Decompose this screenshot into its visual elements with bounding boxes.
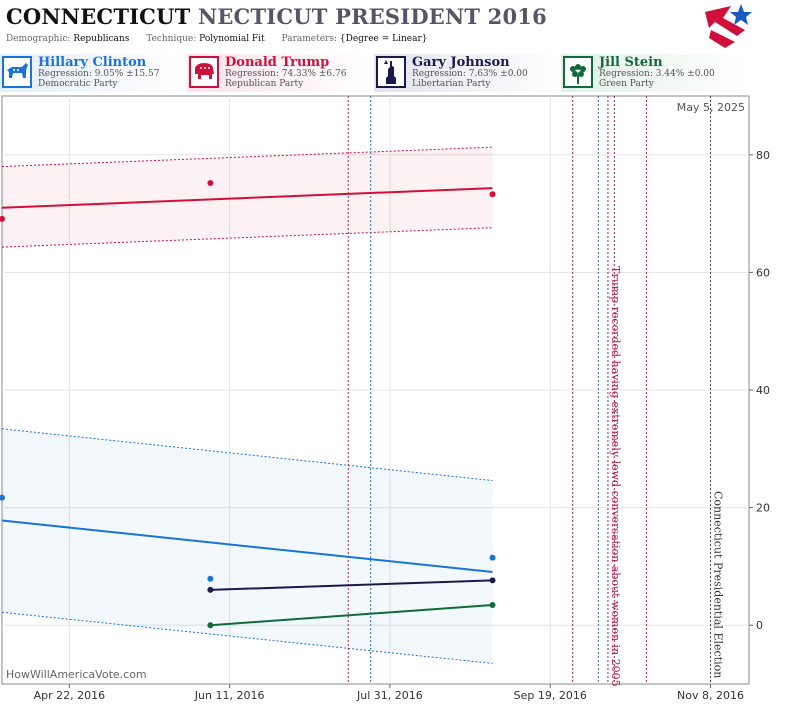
- x-tick-label: Apr 22, 2016: [34, 689, 106, 702]
- legend-name: Donald Trump: [225, 55, 330, 70]
- data-point: [489, 554, 496, 561]
- legend-name: Hillary Clinton: [38, 55, 147, 70]
- watermark: HowWillAmericaVote.com: [6, 668, 147, 681]
- header: CONNECTICUT NECTICUT PRESIDENT 2016 Demo…: [0, 0, 789, 52]
- liberty-statue-icon: [376, 56, 406, 88]
- y-tick-label: 80: [756, 149, 770, 162]
- data-point: [0, 494, 5, 501]
- elephant-icon: [189, 56, 219, 88]
- legend-item-johnson[interactable]: Gary Johnson Regression: 7.63% ±0.00 Lib…: [374, 54, 560, 92]
- y-tick-label: 40: [756, 384, 770, 397]
- demographic-key: Demographic:: [6, 34, 71, 44]
- fit-line: [1, 187, 493, 209]
- data-point: [489, 577, 496, 584]
- fit-line: [1, 519, 493, 573]
- legend-party: Democratic Party: [38, 79, 118, 89]
- band-upper-line: [1, 146, 493, 168]
- event-label: Trump recorded having extremely lewd con…: [609, 266, 622, 687]
- parameters-key: Parameters:: [281, 34, 337, 44]
- title-rest: NECTICUT PRESIDENT 2016: [197, 4, 547, 29]
- fit-line: [210, 603, 493, 627]
- y-tick-label: 20: [756, 502, 770, 515]
- chart-parameters: Demographic: Republicans Technique: Poly…: [6, 34, 442, 44]
- data-point: [489, 191, 496, 198]
- x-tick-label: Jun 11, 2016: [194, 689, 265, 702]
- legend-regression: Regression: 74.33% ±6.76: [225, 69, 347, 79]
- donkey-icon: [2, 56, 32, 88]
- event-label: Connecticut Presidential Election: [712, 491, 725, 678]
- legend-regression: Regression: 7.63% ±0.00: [412, 69, 528, 79]
- data-point: [207, 180, 214, 187]
- demographic-value: Republicans: [73, 34, 130, 44]
- date-stamp: May 5, 2025: [676, 101, 745, 114]
- data-point: [489, 601, 496, 608]
- legend-party: Republican Party: [225, 79, 304, 89]
- flower-icon: [563, 56, 593, 88]
- site-logo-icon[interactable]: [701, 2, 753, 50]
- legend-item-clinton[interactable]: Hillary Clinton Regression: 9.05% ±15.57…: [0, 54, 186, 92]
- y-tick-label: 0: [756, 619, 763, 632]
- legend: Hillary Clinton Regression: 9.05% ±15.57…: [0, 54, 789, 92]
- parameters-value: {Degree = Linear}: [339, 34, 428, 44]
- legend-party: Green Party: [599, 79, 654, 89]
- technique-value: Polynomial Fit: [199, 34, 265, 44]
- legend-item-stein[interactable]: Jill Stein Regression: 3.44% ±0.00 Green…: [561, 54, 747, 92]
- page-title: CONNECTICUT NECTICUT PRESIDENT 2016: [6, 4, 547, 29]
- title-state: CONNECTICUT: [6, 4, 191, 29]
- legend-item-trump[interactable]: Donald Trump Regression: 74.33% ±6.76 Re…: [187, 54, 373, 92]
- data-point: [207, 575, 214, 582]
- x-tick-label: Nov 8, 2016: [677, 689, 744, 702]
- legend-name: Jill Stein: [599, 55, 663, 70]
- legend-regression: Regression: 9.05% ±15.57: [38, 69, 160, 79]
- technique-key: Technique:: [146, 34, 197, 44]
- legend-regression: Regression: 3.44% ±0.00: [599, 69, 715, 79]
- fit-line: [210, 579, 493, 591]
- data-point: [207, 622, 214, 629]
- legend-party: Libertarian Party: [412, 79, 491, 89]
- legend-name: Gary Johnson: [412, 55, 510, 70]
- data-point: [207, 586, 214, 593]
- x-tick-label: Jul 31, 2016: [356, 689, 423, 702]
- x-tick-label: Sep 19, 2016: [514, 689, 587, 702]
- band-lower-line: [1, 227, 493, 248]
- data-point: [0, 215, 5, 222]
- y-tick-label: 60: [756, 266, 770, 279]
